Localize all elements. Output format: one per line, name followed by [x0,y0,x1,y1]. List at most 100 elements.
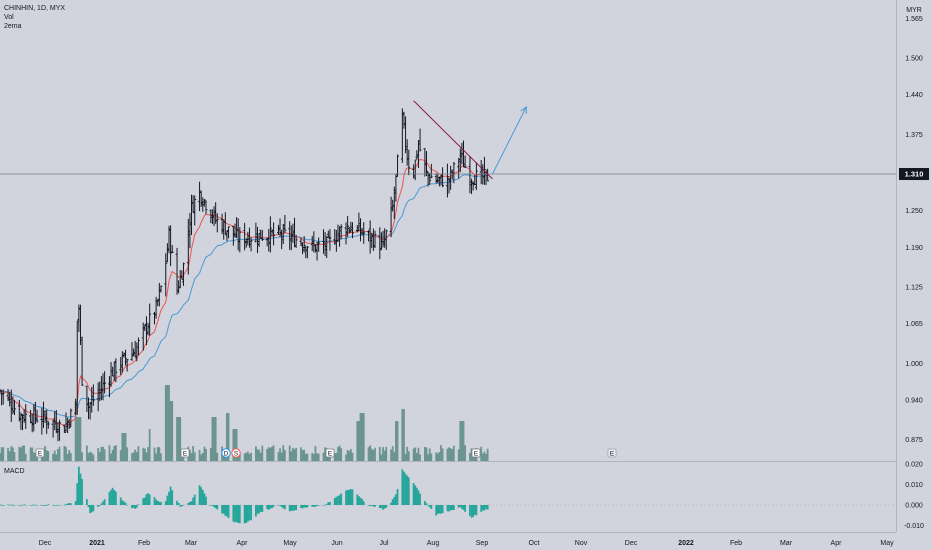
volume-bar [446,448,449,461]
earnings-marker-0-label[interactable]: E [38,451,43,458]
macd-histogram-bar [0,504,1,505]
volume-bar [362,413,365,461]
split-marker-shape[interactable] [231,448,241,458]
ohlc-bar [446,163,449,198]
split-marker[interactable]: S [231,448,241,458]
macd-histogram-bar [345,490,347,505]
macd-histogram-bar [412,483,415,505]
ohlc-bar [294,234,298,249]
volume-bar [277,452,280,461]
volume-legend[interactable]: Vol [4,14,14,21]
volume-bar [234,429,236,461]
earnings-marker-4[interactable]: E [607,448,617,458]
ema-legend[interactable]: 2ema [4,23,22,30]
volume-bar [86,445,88,461]
volume-bar [441,448,444,461]
macd-histogram-bar [362,501,365,505]
volume-bar [290,451,293,461]
volume-bar [272,445,275,461]
macd-histogram-bar [440,505,442,514]
symbol-legend[interactable]: CHINHIN, 1D, MYX [4,5,66,12]
volume-bar [306,453,309,461]
dividend-marker-shape[interactable] [221,448,231,458]
dividend-marker-label[interactable]: D [224,451,229,458]
macd-histogram-bar [271,505,273,509]
ohlc-bar [193,195,197,226]
volume-bar [156,447,159,461]
volume-bar [237,453,240,461]
volume-bar [2,447,5,461]
macd-histogram-bar [314,505,317,507]
earnings-marker-1-label[interactable]: E [183,451,188,458]
volume-bar [58,446,61,461]
ohlc-bar [125,358,129,372]
macd-histogram-bar [457,505,460,508]
current-price-label[interactable]: 1.310 [905,170,924,179]
time-axis[interactable]: Dec 2021 Feb Mar Apr May Jun Jul Aug Sep Oct Nov Dec… [39,540,894,547]
macd-histogram-bar [86,499,88,505]
ohlc-bar [103,371,107,394]
current-price-badge[interactable] [899,168,929,181]
macd-histogram-bar [238,505,241,524]
macd-histogram-bar [113,490,116,505]
macd-tick-label: -0.010 [904,523,924,530]
earnings-marker-0[interactable]: E [35,448,45,458]
macd-histogram-bar [211,505,214,506]
earnings-marker-0-shape[interactable] [35,448,45,458]
earnings-marker-1[interactable]: E [180,448,190,458]
macd-histogram-bar [10,504,13,506]
earnings-marker-3-label[interactable]: E [474,451,479,458]
ohlc-bar [238,227,242,253]
earnings-marker-2-shape[interactable] [325,448,335,458]
volume-bar [481,453,484,461]
ohlc-bar [202,198,206,207]
earnings-marker-1-shape[interactable] [180,448,190,458]
volume-bar [312,454,315,461]
macd-histogram-bar [300,505,302,508]
trendline[interactable] [413,100,493,180]
earnings-marker-2[interactable]: E [325,448,335,458]
macd-histogram-bar [76,483,79,505]
macd-histogram-bar [351,489,354,505]
earnings-marker-4-label[interactable]: E [610,451,615,458]
dividend-marker[interactable]: D [221,448,231,458]
macd-histogram-bar [213,505,215,508]
time-tick-label: Apr [831,540,843,547]
earnings-marker-2-label[interactable]: E [328,451,333,458]
macd-histogram-bar [166,495,169,505]
macd-histogram-bar [98,505,101,506]
volume-bar [213,417,215,461]
macd-histogram-bar [406,475,409,505]
macd-histogram-bar [108,491,111,505]
split-marker-label[interactable]: S [234,451,239,458]
currency-label[interactable]: MYR [906,7,922,14]
volume-bar [160,453,162,461]
earnings-marker-3[interactable]: E [471,448,481,458]
event-markers[interactable]: E E E E E D S [35,448,617,458]
price-axis[interactable]: MYR 1.565 1.500 1.440 1.375 1.250 1.190 1.125 1.… [899,7,929,530]
macd-histogram-bar [415,487,418,505]
earnings-marker-3-shape[interactable] [471,448,481,458]
volume-bar [311,452,314,461]
volume-bar [57,449,59,461]
time-tick-label: 2022 [678,540,694,547]
volume-bar [317,453,320,461]
earnings-marker-4-shape[interactable] [607,448,617,458]
macd-histogram-bar [142,498,145,505]
macd-legend[interactable]: MACD [4,468,25,475]
macd-histogram-bar [177,502,180,505]
ohlc-bar [114,358,118,383]
drawings[interactable] [0,100,896,180]
volume-bar [148,429,151,461]
macd-histogram-bar [370,505,373,506]
macd-histogram-bar [2,505,5,506]
price-tick-label: 1.375 [905,132,923,139]
macd-histogram-bar [40,505,43,506]
ohlc-bar [24,404,28,430]
projection-arrow-head[interactable] [520,105,527,114]
time-tick-label: May [880,540,894,547]
time-tick-label: Feb [730,540,742,547]
projection-arrow-line[interactable] [492,106,527,175]
